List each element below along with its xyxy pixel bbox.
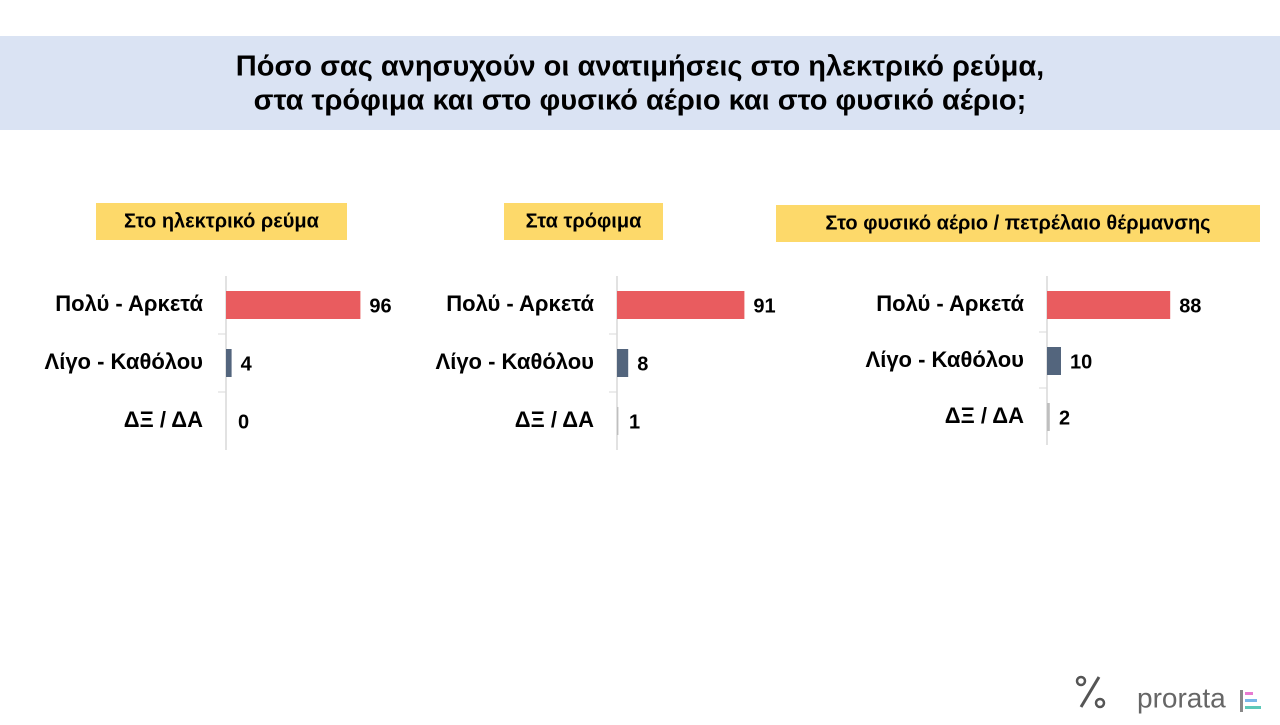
value-label: 91 <box>753 295 775 317</box>
bar <box>226 349 232 377</box>
bar <box>617 349 629 377</box>
value-label: 4 <box>241 353 253 375</box>
value-label: 8 <box>637 353 648 375</box>
category-label: Λίγο - Καθόλου <box>45 349 203 374</box>
category-label: Πολύ - Αρκετά <box>55 291 203 316</box>
chart-title-box <box>776 205 1260 242</box>
title-line: Πόσο σας ανησυχούν οι ανατιμήσεις στο ηλ… <box>236 51 1044 83</box>
chart-title-box <box>504 203 663 240</box>
chart-title-box <box>96 203 347 240</box>
bar <box>617 291 745 319</box>
category-label: Λίγο - Καθόλου <box>436 349 594 374</box>
chart-title: Στο ηλεκτρικό ρεύμα <box>124 210 320 232</box>
category-label: Λίγο - Καθόλου <box>866 347 1024 372</box>
title-band <box>0 36 1280 130</box>
chart-title: Στο φυσικό αέριο / πετρέλαιο θέρμανσης <box>825 212 1210 234</box>
category-label: ΔΞ / ΔΑ <box>945 403 1024 428</box>
value-label: 10 <box>1070 351 1092 373</box>
logo: prorata <box>1075 675 1261 713</box>
category-label: ΔΞ / ΔΑ <box>515 407 594 432</box>
bar <box>617 407 619 435</box>
bar <box>226 291 361 319</box>
bar <box>1047 403 1050 431</box>
category-label: Πολύ - Αρκετά <box>446 291 594 316</box>
brand: prorata <box>1137 682 1226 713</box>
value-label: 1 <box>629 411 640 433</box>
value-label: 0 <box>238 411 249 433</box>
category-label: Πολύ - Αρκετά <box>876 291 1024 316</box>
value-label: 96 <box>369 295 391 317</box>
value-label: 88 <box>1179 295 1201 317</box>
value-label: 2 <box>1059 407 1070 429</box>
bar <box>1047 291 1171 319</box>
bar <box>1047 347 1061 375</box>
category-label: ΔΞ / ΔΑ <box>124 407 203 432</box>
chart-title: Στα τρόφιμα <box>526 210 642 232</box>
title-line: στα τρόφιμα και στο φυσικό αέριο και στο… <box>254 85 1027 117</box>
